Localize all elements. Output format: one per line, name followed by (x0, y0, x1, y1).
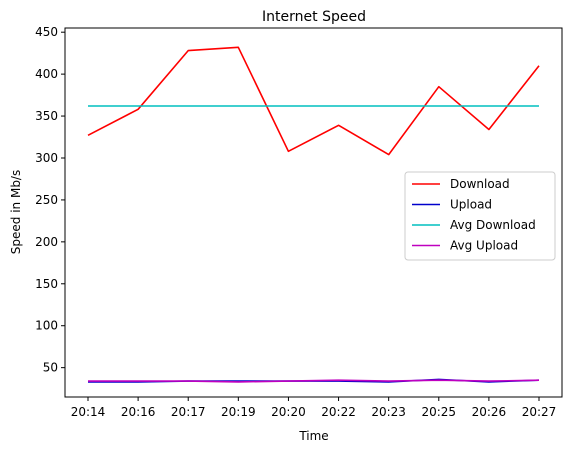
legend-label-avg-upload: Avg Upload (450, 239, 518, 253)
y-axis: 50 100 150 200 250 300 350 400 450 (35, 25, 65, 375)
x-tick-label: 20:14 (71, 405, 106, 419)
legend-label-avg-download: Avg Download (450, 218, 536, 232)
x-tick-label: 20:22 (321, 405, 356, 419)
series-lines (87, 46, 540, 383)
x-tick-label: 20:26 (472, 405, 507, 419)
y-tick-label: 200 (35, 235, 58, 249)
x-tick-label: 20:25 (421, 405, 456, 419)
series-line-avg-upload (88, 379, 540, 383)
x-tick-label: 20:16 (121, 405, 156, 419)
x-tick-label: 20:17 (171, 405, 206, 419)
x-tick-label: 20:23 (371, 405, 406, 419)
y-tick-label: 450 (35, 25, 58, 39)
y-tick-label: 350 (35, 109, 58, 123)
legend-label-download: Download (450, 177, 510, 191)
series-line-download (87, 46, 540, 156)
y-tick-label: 400 (35, 67, 58, 81)
y-tick-label: 300 (35, 151, 58, 165)
x-tick-label: 20:20 (271, 405, 306, 419)
x-axis-title: Time (298, 429, 328, 443)
y-tick-label: 100 (35, 319, 58, 333)
y-axis-title: Speed in Mb/s (9, 170, 23, 254)
legend: Download Upload Avg Download Avg Upload (404, 171, 556, 261)
legend-label-upload: Upload (450, 198, 492, 212)
y-tick-label: 150 (35, 277, 58, 291)
legend-box (404, 171, 556, 261)
x-tick-label: 20:27 (522, 405, 557, 419)
y-tick-label: 50 (43, 361, 58, 375)
y-tick-label: 250 (35, 193, 58, 207)
chart-title: Internet Speed (262, 9, 366, 25)
x-tick-label: 20:19 (221, 405, 256, 419)
x-axis: 20:14 20:16 20:17 20:19 20:20 20:22 20:23 20:25… (71, 397, 557, 419)
